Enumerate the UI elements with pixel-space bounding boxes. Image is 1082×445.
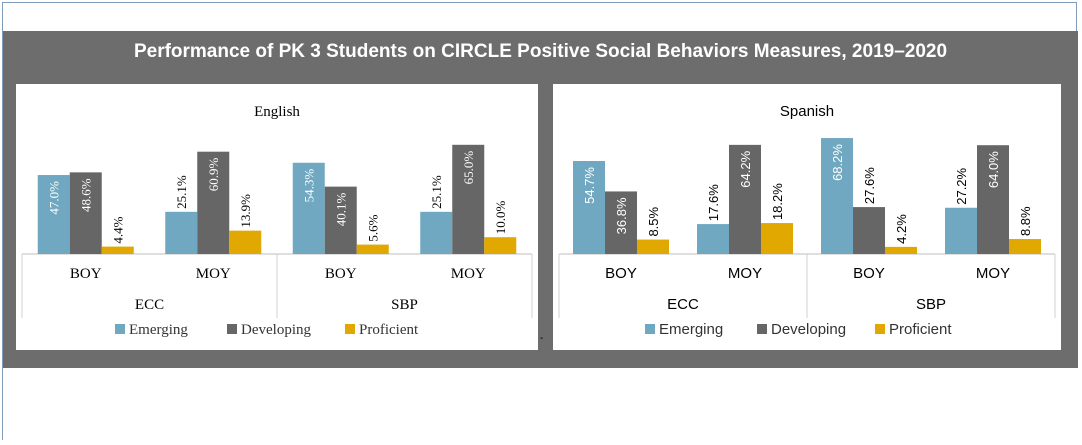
bar-developing-0 [69,172,102,254]
bar-emerging-0 [573,161,605,254]
data-label: 8.5% [646,206,661,236]
data-label: 65.0% [461,151,476,185]
legend-swatch-developing [227,324,237,334]
category-tick-label: BOY [605,265,637,282]
legend-swatch-proficient [875,324,885,334]
data-label: 47.0% [47,181,62,215]
data-label: 54.7% [582,167,597,204]
legend-swatch-developing [757,324,767,334]
bar-proficient-1 [229,230,262,254]
data-label: 60.9% [206,158,221,192]
legend-label: Proficient [889,321,952,338]
data-label: 64.2% [738,150,753,187]
spanish-chart-panel: Spanish 54.7% 17.6% 68.2% 27.2% 36.8% 64.2% 27.… [553,84,1061,350]
bar-developing-1 [197,151,230,254]
data-label: 27.6% [862,167,877,204]
legend-swatch-emerging [115,324,125,334]
bar-emerging-0 [37,175,70,254]
category-tick-label: MOY [196,266,231,282]
data-label: 40.1% [334,192,349,226]
chart-title: Spanish [780,103,834,120]
data-label: 13.9% [238,194,253,228]
category-tick-label: MOY [451,266,486,282]
english-chart: English 47.0% 25.1% 54.3% 25.1% 48.6% 60.9% 40.… [21,104,533,338]
bar-emerging-2 [821,138,853,254]
bar-proficient-1 [761,223,793,254]
bar-developing-3 [452,144,485,254]
category-tick-label: BOY [853,265,885,282]
bottom-area [3,368,1078,440]
bar-emerging-3 [420,211,453,254]
group-label: ECC [667,296,699,313]
bar-developing-0 [605,191,637,254]
legend-label: Developing [241,322,311,338]
data-label: 5.6% [366,214,381,241]
data-label: 36.8% [614,197,629,234]
category-tick-label: BOY [325,266,357,282]
legend-swatch-emerging [645,324,655,334]
bar-emerging-1 [165,211,198,254]
figure-title: Performance of PK 3 Students on CIRCLE P… [133,41,948,62]
data-label: 4.4% [111,216,126,243]
category-tick-label: BOY [70,266,102,282]
legend-swatch-proficient [345,324,355,334]
bar-emerging-3 [945,207,977,254]
category-tick-label: MOY [728,265,762,282]
chart-title: English [254,104,300,120]
legend-label: Emerging [129,322,188,338]
legend-label: Proficient [359,322,419,338]
bar-proficient-2 [885,246,917,254]
bar-developing-3 [977,145,1009,254]
bar-proficient-0 [101,246,134,254]
legend-label: Emerging [659,321,723,338]
data-label: 25.1% [429,175,444,209]
bar-proficient-0 [637,239,669,254]
bar-developing-2 [853,207,885,254]
data-label: 68.2% [830,144,845,181]
group-label: SBP [916,296,946,313]
group-label: ECC [135,297,164,313]
legend-label: Developing [771,321,846,338]
english-chart-panel: English 47.0% 25.1% 54.3% 25.1% 48.6% 60.9% 40.… [16,84,538,350]
bar-proficient-3 [484,237,517,254]
bar-emerging-1 [697,224,729,254]
data-label: 8.8% [1018,206,1033,236]
data-label: 17.6% [706,184,721,221]
bar-developing-2 [324,186,357,254]
data-label: 4.2% [894,214,909,244]
bar-developing-1 [729,144,761,254]
separator-mark: - [540,333,544,344]
bar-emerging-2 [292,162,325,254]
data-label: 10.0% [493,200,508,234]
data-label: 18.2% [770,183,785,220]
data-label: 54.3% [302,169,317,203]
data-label: 27.2% [954,167,969,204]
group-label: SBP [391,297,418,313]
bar-proficient-2 [356,244,389,254]
data-label: 48.6% [79,178,94,212]
category-tick-label: MOY [976,265,1010,282]
data-label: 25.1% [174,175,189,209]
data-label: 64.0% [986,151,1001,188]
spanish-chart: Spanish 54.7% 17.6% 68.2% 27.2% 36.8% 64.2% 27.… [558,103,1056,338]
bar-proficient-3 [1009,239,1041,254]
